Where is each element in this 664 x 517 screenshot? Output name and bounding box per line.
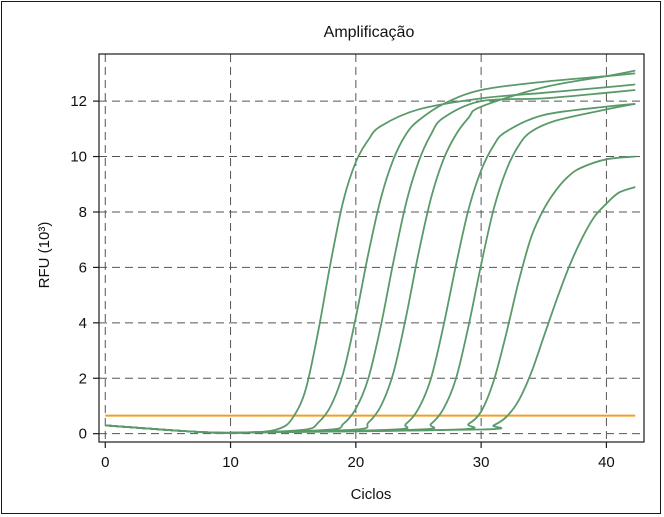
x-axis-label: Ciclos: [351, 486, 392, 503]
x-tick-label: 30: [473, 454, 490, 471]
plot-area-border: [98, 53, 645, 443]
y-tick-label: 8: [79, 204, 87, 221]
amplification-curve-1: [105, 83, 636, 434]
y-tick-label: 6: [79, 259, 87, 276]
x-tick-label: 0: [101, 454, 109, 471]
amplification-curve-8: [105, 186, 636, 434]
amplification-curve-2: [105, 72, 636, 434]
y-tick-label: 0: [79, 426, 87, 443]
chart-title: Amplificação: [324, 24, 415, 41]
x-tick-label: 10: [222, 454, 239, 471]
series-group: [105, 69, 636, 434]
amplification-curve-7: [105, 155, 636, 434]
x-tick-label: 20: [347, 454, 364, 471]
x-tick-label: 40: [598, 454, 615, 471]
amplification-curve-5: [105, 102, 636, 434]
y-tick-label: 10: [70, 149, 87, 166]
amplification-curve-6: [105, 103, 636, 434]
y-axis-ticks: 0 2 4 6 8 10 12: [70, 93, 99, 443]
y-tick-label: 4: [79, 315, 87, 332]
amplification-curve-3: [105, 89, 636, 434]
y-tick-label: 2: [79, 370, 87, 387]
y-axis-label: RFU (10³): [36, 222, 53, 289]
x-axis-ticks: 0 10 20 30 40: [101, 442, 615, 471]
y-tick-label: 12: [70, 93, 87, 110]
